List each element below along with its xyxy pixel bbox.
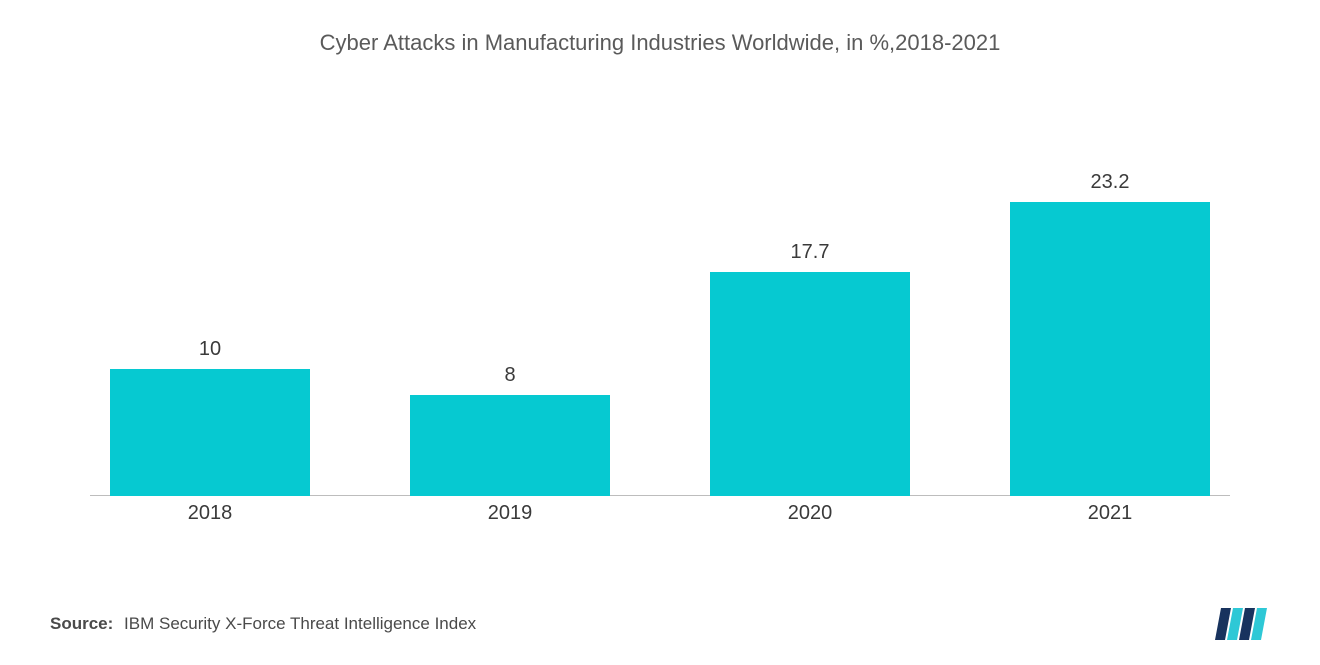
x-axis-label: 2018 [100,496,320,525]
x-axis-label: 2021 [1000,496,1220,525]
x-axis-labels: 2018 2019 2020 2021 [60,496,1260,536]
bar-group: 10 [100,338,320,496]
x-axis-label: 2020 [700,496,920,525]
chart-title: Cyber Attacks in Manufacturing Industrie… [50,30,1270,56]
bars-row: 10 8 17.7 23.2 [60,116,1260,496]
bar-group: 17.7 [700,241,920,496]
source-text: IBM Security X-Force Threat Intelligence… [124,614,476,633]
source-label: Source: [50,614,113,633]
bar [410,395,610,496]
bar-group: 23.2 [1000,171,1220,496]
x-axis-label: 2019 [400,496,620,525]
bar [1010,202,1210,496]
bar-group: 8 [400,364,620,496]
source-citation: Source: IBM Security X-Force Threat Inte… [50,614,476,634]
mordor-intelligence-logo-icon [1215,608,1270,640]
bar [710,272,910,496]
chart-footer: Source: IBM Security X-Force Threat Inte… [50,608,1270,640]
bar-value-label: 23.2 [1091,171,1130,194]
bar-value-label: 17.7 [791,241,830,264]
bar-value-label: 8 [504,364,515,387]
plot-area: 10 8 17.7 23.2 2018 2019 2020 2021 [60,66,1260,536]
bar-value-label: 10 [199,338,221,361]
bar [110,369,310,496]
chart-container: Cyber Attacks in Manufacturing Industrie… [0,0,1320,665]
